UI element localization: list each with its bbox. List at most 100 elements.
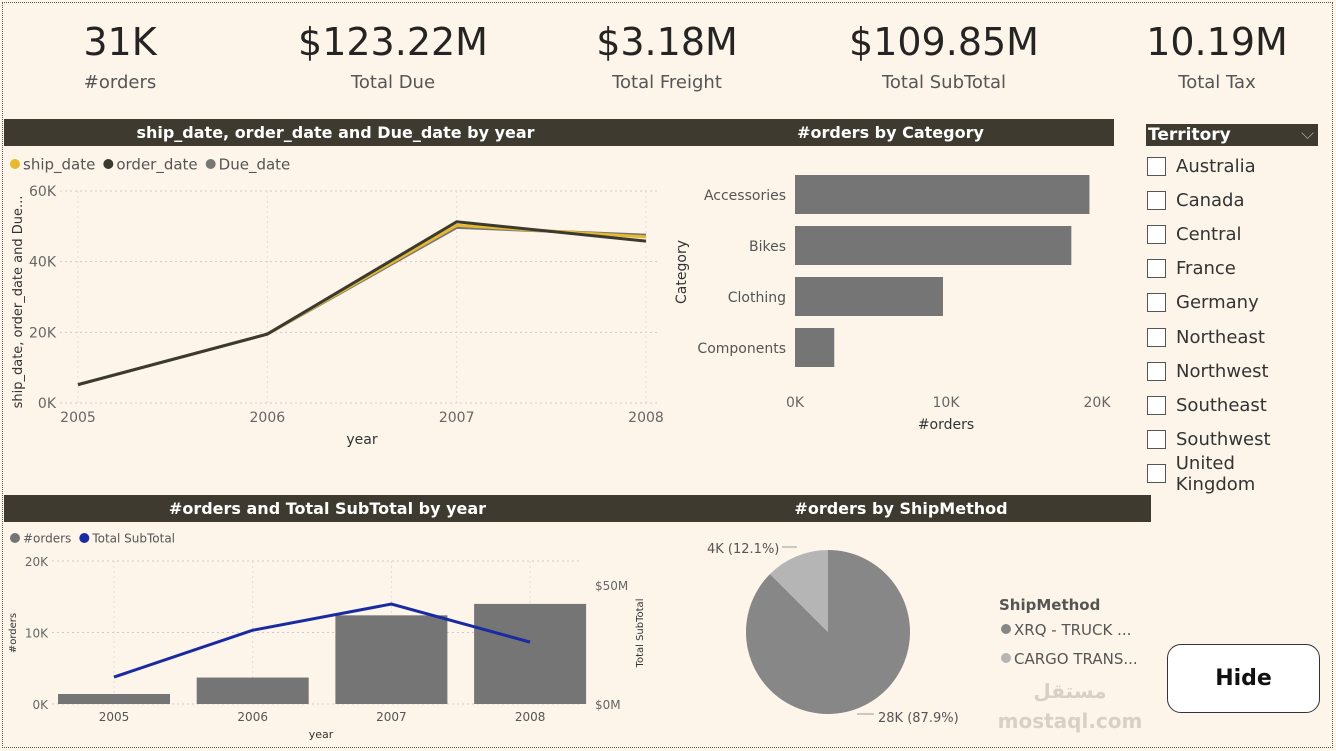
- category-bar-chart[interactable]: Accessories Bikes Clothing Components 0K 10K 2…: [668, 150, 1118, 440]
- y-tick-label: 20K: [29, 325, 57, 341]
- kpi-label: Total Due: [350, 72, 436, 93]
- territory-slicer[interactable]: Territory ⌵ Australia Canada Central France G…: [1146, 124, 1318, 495]
- slicer-item[interactable]: Canada: [1146, 183, 1318, 217]
- slicer-item[interactable]: Northeast: [1146, 320, 1318, 354]
- legend-label: XRQ - TRUCK ...: [1014, 621, 1131, 639]
- x-tick-label: 20K: [1084, 395, 1112, 411]
- checkbox[interactable]: [1147, 156, 1166, 176]
- legend-marker: [10, 533, 20, 543]
- pie-slice: [770, 550, 828, 632]
- x-tick-label: 2005: [99, 710, 130, 724]
- slicer-item[interactable]: United Kingdom: [1146, 453, 1318, 495]
- slicer-item[interactable]: Southeast: [1146, 388, 1318, 422]
- slicer-item[interactable]: Germany: [1146, 286, 1318, 320]
- x-tick-label: 2008: [628, 410, 664, 426]
- legend-label: ship_date: [23, 156, 95, 175]
- y-tick-label: 40K: [29, 255, 57, 271]
- checkbox[interactable]: [1147, 293, 1166, 313]
- legend-marker: [103, 159, 114, 169]
- legend-marker: [79, 533, 90, 543]
- x-tick-label: 0K: [786, 395, 805, 411]
- checkbox[interactable]: [1147, 190, 1166, 210]
- slicer-header[interactable]: Territory ⌵: [1146, 124, 1318, 146]
- x-axis-title: #orders: [918, 417, 974, 433]
- checkbox[interactable]: [1147, 430, 1166, 450]
- checkbox[interactable]: [1147, 224, 1166, 244]
- x-tick-label: 2005: [60, 410, 96, 426]
- hide-button[interactable]: Hide: [1167, 644, 1320, 713]
- bar-accessories: [795, 175, 1090, 214]
- x-axis-title: year: [309, 728, 334, 741]
- slicer-item-label: France: [1176, 258, 1236, 280]
- slicer-item-label: Southeast: [1176, 394, 1267, 416]
- pie-chart[interactable]: 28K (87.9%) 4K (12.1%): [652, 525, 982, 747]
- combo-chart[interactable]: #orders Total SubTotal 0K 10K 20K $0M $50M 2005…: [0, 525, 660, 747]
- slicer-item-label: Canada: [1176, 189, 1245, 211]
- y-tick-label: 0K: [32, 698, 49, 712]
- bar-2007: [335, 615, 448, 704]
- y-axis-title: Category: [674, 240, 690, 304]
- legend-label: Due_date: [219, 156, 291, 175]
- legend-marker: [10, 159, 20, 169]
- checkbox[interactable]: [1147, 259, 1166, 279]
- kpi-label: #orders: [83, 72, 157, 93]
- slicer-item[interactable]: Southwest: [1146, 423, 1318, 457]
- watermark-arabic-logo: مستقل: [1033, 679, 1107, 703]
- pie-legend[interactable]: ShipMethod XRQ - TRUCK ... CARGO TRANS...: [982, 580, 1162, 670]
- slicer-item[interactable]: France: [1146, 252, 1318, 286]
- bar-2006: [196, 677, 309, 704]
- slicer-item-label: United Kingdom: [1175, 452, 1256, 495]
- y-tick-label: 60K: [29, 184, 57, 200]
- legend-marker: [1001, 624, 1011, 634]
- kpi-total-freight: $3.18M Total Freight: [547, 20, 787, 93]
- legend-marker: [205, 159, 216, 169]
- checkbox[interactable]: [1147, 361, 1166, 381]
- kpi-orders: 31K #orders: [0, 20, 240, 93]
- x-axis-title: year: [346, 432, 377, 448]
- slicer-item-label: Australia: [1176, 155, 1256, 177]
- slicer-item-label: Northwest: [1176, 360, 1269, 382]
- category-label: Bikes: [749, 239, 786, 255]
- checkbox[interactable]: [1147, 395, 1166, 415]
- kpi-total-due: $123.22M Total Due: [273, 20, 513, 93]
- slicer-item-label: Northeast: [1176, 326, 1265, 348]
- y2-axis-title: Total SubTotal: [635, 599, 646, 669]
- x-tick-label: 2006: [250, 410, 286, 426]
- legend-marker: [1001, 653, 1011, 663]
- subtotal-line: [113, 602, 531, 679]
- watermark-text: mostaql.com: [997, 709, 1143, 733]
- x-tick-label: 10K: [933, 395, 961, 411]
- slicer-item-label: Southwest: [1176, 429, 1271, 451]
- category-label: Components: [697, 341, 786, 357]
- chevron-down-icon[interactable]: ⌵: [1301, 124, 1314, 144]
- slicer-item[interactable]: Northwest: [1146, 354, 1318, 388]
- bar-2008: [474, 603, 587, 704]
- bar-clothing: [795, 277, 943, 316]
- line-chart[interactable]: ship_date order_date Due_date 0K 20K 40K 60K 20…: [0, 150, 670, 450]
- y2-tick-label: $0M: [595, 698, 621, 712]
- slicer-item-label: Central: [1176, 223, 1242, 245]
- kpi-value: 31K: [83, 20, 157, 64]
- y-tick-label: 10K: [25, 627, 49, 641]
- checkbox[interactable]: [1147, 464, 1166, 484]
- kpi-value: $123.22M: [298, 20, 488, 64]
- slicer-item[interactable]: Australia: [1146, 149, 1318, 183]
- legend-label: #orders: [23, 531, 71, 545]
- legend-label: Total SubTotal: [91, 531, 175, 545]
- x-tick-label: 2007: [376, 710, 407, 724]
- category-label: Clothing: [728, 290, 786, 306]
- slicer-item[interactable]: Central: [1146, 217, 1318, 251]
- checkbox[interactable]: [1147, 327, 1166, 347]
- kpi-label: Total Tax: [1178, 72, 1256, 93]
- line-chart-title: ship_date, order_date and Due_date by ye…: [4, 119, 667, 146]
- x-tick-label: 2007: [439, 410, 475, 426]
- legend-title: ShipMethod: [999, 596, 1100, 614]
- pie-chart-title: #orders by ShipMethod: [651, 495, 1151, 522]
- kpi-total-tax: 10.19M Total Tax: [1097, 20, 1336, 93]
- slicer-item-label: Germany: [1176, 292, 1259, 314]
- data-label: 4K (12.1%): [707, 542, 779, 557]
- combo-chart-title: #orders and Total SubTotal by year: [4, 495, 651, 522]
- kpi-total-subtotal: $109.85M Total SubTotal: [824, 20, 1064, 93]
- mostaql-watermark: مستقل mostaql.com: [985, 676, 1155, 736]
